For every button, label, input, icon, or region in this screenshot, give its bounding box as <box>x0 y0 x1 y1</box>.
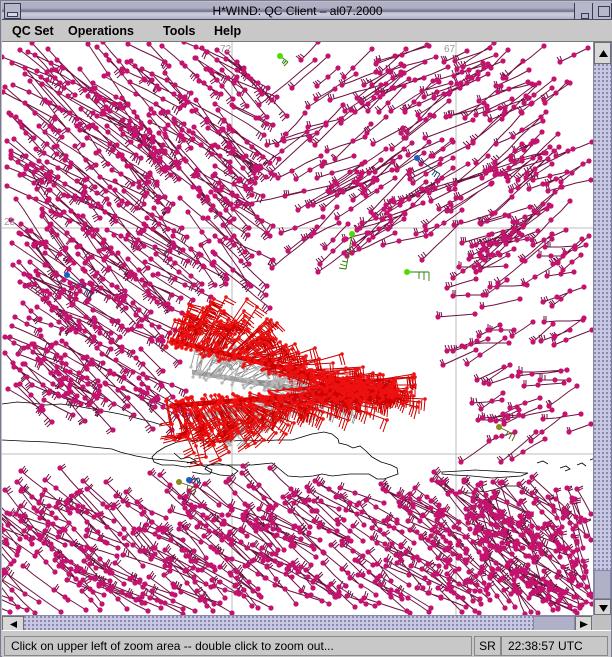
svg-text:67: 67 <box>444 44 456 55</box>
svg-text:72: 72 <box>220 44 232 55</box>
svg-text:23: 23 <box>4 217 16 228</box>
